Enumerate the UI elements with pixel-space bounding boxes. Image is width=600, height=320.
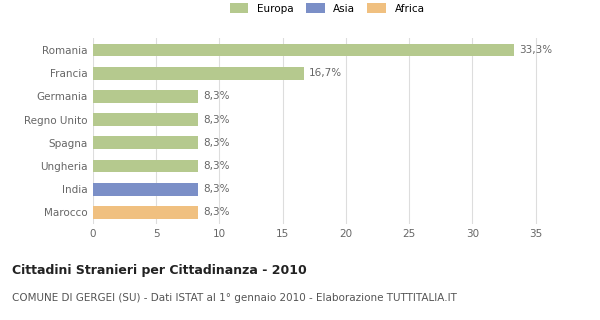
Text: 8,3%: 8,3%: [203, 92, 230, 101]
Text: Cittadini Stranieri per Cittadinanza - 2010: Cittadini Stranieri per Cittadinanza - 2…: [12, 264, 307, 277]
Text: 8,3%: 8,3%: [203, 207, 230, 217]
Text: 8,3%: 8,3%: [203, 161, 230, 171]
Text: 16,7%: 16,7%: [309, 68, 343, 78]
Bar: [93, 90, 198, 103]
Legend: Europa, Asia, Africa: Europa, Asia, Africa: [230, 3, 424, 14]
Text: COMUNE DI GERGEI (SU) - Dati ISTAT al 1° gennaio 2010 - Elaborazione TUTTITALIA.: COMUNE DI GERGEI (SU) - Dati ISTAT al 1°…: [12, 293, 457, 303]
Bar: [93, 183, 198, 196]
Text: 8,3%: 8,3%: [203, 138, 230, 148]
Bar: [93, 136, 198, 149]
Bar: [93, 67, 304, 80]
Bar: [93, 113, 198, 126]
Text: 33,3%: 33,3%: [519, 45, 553, 55]
Bar: [93, 206, 198, 219]
Text: 8,3%: 8,3%: [203, 184, 230, 194]
Bar: [93, 160, 198, 172]
Text: 8,3%: 8,3%: [203, 115, 230, 124]
Bar: [93, 44, 514, 56]
